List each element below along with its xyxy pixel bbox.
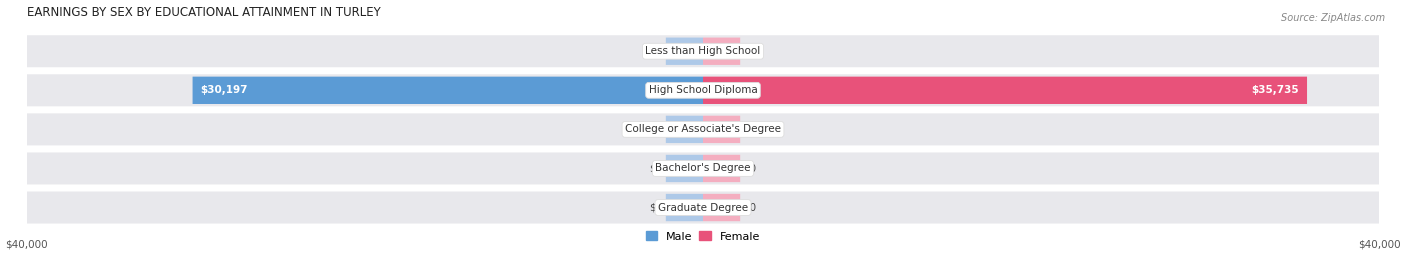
FancyBboxPatch shape: [27, 74, 1379, 106]
FancyBboxPatch shape: [703, 116, 740, 143]
Text: $0: $0: [650, 203, 662, 213]
FancyBboxPatch shape: [703, 155, 740, 182]
Text: $35,735: $35,735: [1251, 85, 1299, 95]
Text: $30,197: $30,197: [201, 85, 249, 95]
Legend: Male, Female: Male, Female: [641, 227, 765, 246]
FancyBboxPatch shape: [27, 113, 1379, 146]
Text: Bachelor's Degree: Bachelor's Degree: [655, 163, 751, 173]
FancyBboxPatch shape: [193, 77, 703, 104]
FancyBboxPatch shape: [666, 38, 703, 65]
Text: Source: ZipAtlas.com: Source: ZipAtlas.com: [1281, 13, 1385, 23]
FancyBboxPatch shape: [703, 38, 740, 65]
FancyBboxPatch shape: [703, 194, 740, 221]
FancyBboxPatch shape: [666, 116, 703, 143]
Text: $0: $0: [744, 46, 756, 56]
Text: Less than High School: Less than High School: [645, 46, 761, 56]
Text: $0: $0: [650, 163, 662, 173]
Text: $0: $0: [744, 163, 756, 173]
Text: College or Associate's Degree: College or Associate's Degree: [626, 124, 780, 134]
FancyBboxPatch shape: [27, 152, 1379, 184]
FancyBboxPatch shape: [666, 155, 703, 182]
Text: Graduate Degree: Graduate Degree: [658, 203, 748, 213]
Text: High School Diploma: High School Diploma: [648, 85, 758, 95]
FancyBboxPatch shape: [666, 194, 703, 221]
FancyBboxPatch shape: [27, 192, 1379, 224]
Text: $0: $0: [744, 124, 756, 134]
Text: $0: $0: [650, 46, 662, 56]
FancyBboxPatch shape: [703, 77, 1308, 104]
Text: $0: $0: [650, 124, 662, 134]
Text: EARNINGS BY SEX BY EDUCATIONAL ATTAINMENT IN TURLEY: EARNINGS BY SEX BY EDUCATIONAL ATTAINMEN…: [27, 6, 381, 18]
FancyBboxPatch shape: [27, 35, 1379, 67]
Text: $0: $0: [744, 203, 756, 213]
